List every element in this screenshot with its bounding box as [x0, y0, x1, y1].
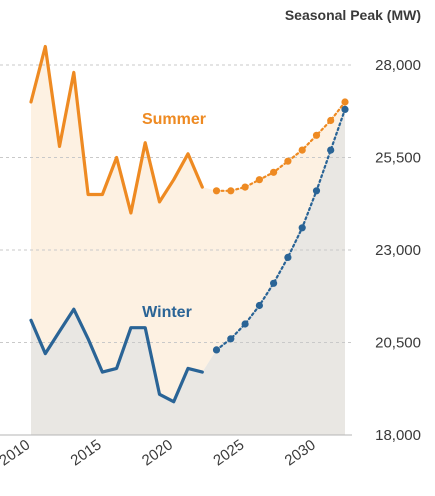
- summer-forecast-point: [227, 187, 235, 195]
- summer-historical-line: [29, 44, 204, 215]
- winter-forecast-point: [341, 105, 349, 113]
- winter-forecast-point: [312, 187, 321, 195]
- summer-forecast-point: [341, 98, 349, 106]
- area-fills: [31, 46, 345, 436]
- forecast-points: [212, 98, 349, 354]
- winter-forecast-point: [327, 146, 335, 154]
- y-tick-label: 18,000: [375, 427, 421, 444]
- x-tick-label: 2025: [210, 436, 247, 469]
- summer-forecast-point: [255, 176, 263, 184]
- summer-forecast-point: [327, 116, 335, 125]
- x-tick-label: 2015: [68, 436, 105, 469]
- x-tick-label: 2030: [282, 436, 319, 469]
- grid-lines: [0, 64, 352, 436]
- y-tick-label: 28,000: [375, 57, 421, 74]
- winter-historical-line: [29, 307, 204, 404]
- summer-forecast-point: [298, 146, 306, 154]
- winter-forecast-point: [255, 301, 263, 310]
- x-tick-label: 2010: [0, 436, 33, 469]
- summer-forecast-point: [241, 183, 249, 191]
- summer-forecast-point: [284, 157, 292, 165]
- summer-forecast-point: [212, 187, 221, 195]
- summer-forecast-line: [215, 100, 347, 192]
- winter-forecast-point: [212, 346, 221, 354]
- summer-forecast-point: [312, 131, 321, 139]
- summer-area-fill: [31, 46, 345, 402]
- series-lines: [29, 44, 347, 404]
- y-tick-label: 25,500: [375, 150, 421, 167]
- y-axis-tick-labels: 18,000 20,500 23,000 25,500 28,000: [375, 57, 421, 444]
- chart-text: Seasonal Peak (MW) Summer Winter: [142, 7, 421, 321]
- chart-title: Seasonal Peak (MW): [285, 7, 421, 23]
- winter-series-label: Winter: [142, 304, 192, 321]
- y-tick-label: 23,000: [375, 242, 421, 259]
- winter-area-fill: [31, 109, 345, 436]
- summer-series-label: Summer: [142, 111, 206, 128]
- y-tick-label: 20,500: [375, 335, 421, 352]
- x-tick-label: 2020: [139, 436, 176, 469]
- winter-forecast-point: [284, 253, 292, 261]
- winter-forecast-point: [241, 320, 249, 328]
- winter-forecast-point: [298, 224, 306, 232]
- winter-forecast-point: [227, 335, 235, 343]
- summer-forecast-point: [270, 168, 278, 176]
- x-axis-tick-labels: 2010 2015 2020 2025 2030: [0, 436, 319, 469]
- winter-forecast-point: [270, 279, 278, 287]
- winter-forecast-line: [215, 108, 347, 351]
